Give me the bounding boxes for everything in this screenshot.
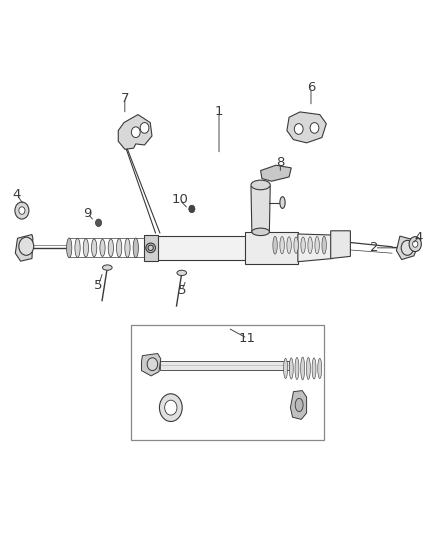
Ellipse shape: [67, 238, 72, 257]
Circle shape: [310, 123, 319, 133]
Ellipse shape: [108, 239, 113, 257]
Ellipse shape: [318, 358, 321, 378]
Polygon shape: [251, 187, 270, 232]
Circle shape: [189, 205, 195, 213]
Ellipse shape: [295, 398, 303, 411]
Ellipse shape: [252, 228, 269, 236]
Text: 5: 5: [177, 284, 186, 297]
Polygon shape: [141, 353, 161, 376]
Ellipse shape: [165, 400, 177, 415]
Ellipse shape: [100, 239, 105, 256]
Ellipse shape: [125, 238, 130, 257]
Ellipse shape: [307, 358, 310, 379]
Polygon shape: [144, 235, 158, 261]
Text: 11: 11: [239, 332, 256, 345]
Ellipse shape: [315, 237, 319, 254]
Ellipse shape: [117, 239, 122, 257]
Ellipse shape: [146, 243, 155, 253]
Ellipse shape: [177, 270, 187, 276]
Text: 10: 10: [171, 193, 188, 206]
Circle shape: [19, 207, 25, 214]
FancyBboxPatch shape: [131, 325, 324, 440]
Ellipse shape: [92, 239, 97, 257]
Polygon shape: [118, 115, 152, 149]
Ellipse shape: [102, 265, 112, 270]
Ellipse shape: [322, 236, 326, 254]
Text: 2: 2: [370, 241, 379, 254]
Ellipse shape: [280, 197, 285, 208]
Polygon shape: [331, 231, 350, 259]
Circle shape: [294, 124, 303, 134]
Text: 4: 4: [12, 188, 21, 201]
Circle shape: [409, 237, 421, 252]
Circle shape: [140, 123, 149, 133]
Ellipse shape: [159, 394, 182, 422]
Polygon shape: [290, 391, 307, 419]
Polygon shape: [245, 232, 298, 264]
Circle shape: [95, 219, 102, 227]
Ellipse shape: [294, 237, 298, 253]
Circle shape: [413, 241, 418, 247]
Text: 7: 7: [120, 92, 129, 105]
Polygon shape: [298, 234, 333, 262]
Circle shape: [131, 127, 140, 138]
Ellipse shape: [273, 236, 277, 254]
Ellipse shape: [295, 358, 299, 379]
FancyBboxPatch shape: [158, 236, 247, 260]
Polygon shape: [15, 235, 33, 261]
Text: 8: 8: [276, 156, 285, 169]
FancyBboxPatch shape: [160, 361, 289, 369]
Ellipse shape: [290, 358, 293, 379]
Circle shape: [401, 240, 413, 255]
Circle shape: [19, 237, 34, 255]
Circle shape: [147, 358, 158, 370]
Ellipse shape: [75, 238, 80, 257]
Ellipse shape: [301, 237, 305, 253]
Ellipse shape: [284, 358, 287, 378]
Polygon shape: [396, 236, 417, 260]
Ellipse shape: [287, 237, 291, 254]
Ellipse shape: [308, 237, 312, 254]
Ellipse shape: [83, 239, 88, 257]
Polygon shape: [261, 165, 291, 181]
Ellipse shape: [280, 237, 284, 254]
Text: 6: 6: [307, 82, 315, 94]
Text: 5: 5: [94, 279, 103, 292]
Ellipse shape: [133, 238, 138, 257]
Circle shape: [15, 202, 29, 219]
Text: 9: 9: [83, 207, 92, 220]
Ellipse shape: [300, 357, 305, 380]
Polygon shape: [287, 112, 326, 143]
Ellipse shape: [148, 245, 153, 251]
Text: 4: 4: [414, 231, 423, 244]
Ellipse shape: [312, 358, 316, 379]
Ellipse shape: [251, 180, 270, 190]
Text: 1: 1: [215, 106, 223, 118]
